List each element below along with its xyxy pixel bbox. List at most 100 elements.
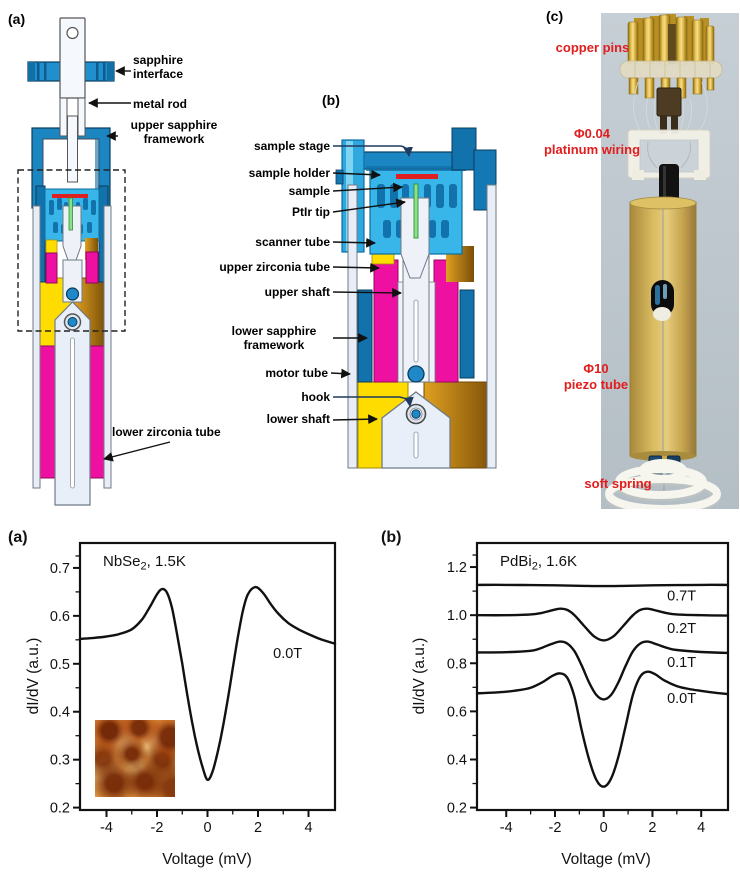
label-platinum-wiring: Φ0.04 platinum wiring — [538, 126, 646, 157]
panel-tag-a: (a) — [8, 11, 26, 27]
lower-shaft-shape — [54, 301, 91, 506]
ptir-tip-shape — [413, 183, 419, 239]
soft-spring-shape — [604, 459, 722, 509]
label-platinum-wiring-diameter: Φ0.04 — [574, 126, 610, 141]
label-metal-rod: metal rod — [133, 97, 188, 111]
label-lower-shaft: lower shaft — [266, 412, 330, 426]
series-curve-0.1T — [475, 640, 730, 701]
label-lower-zirconia-tube: lower zirconia tube — [112, 425, 221, 439]
series-curve-0.7T — [475, 583, 730, 588]
y-tick-label: 0.5 — [50, 657, 70, 673]
series-label-0.1T: 0.1T — [667, 655, 696, 671]
panel-tag-c: (c) — [546, 8, 564, 24]
label-ptir-tip: PtIr tip — [292, 205, 330, 219]
upper-hook-pin — [407, 365, 425, 383]
chart-panel-tag: (b) — [381, 529, 401, 546]
plot-frame — [475, 541, 730, 812]
label-motor-tube: motor tube — [265, 366, 328, 380]
x-axis-label: Voltage (mV) — [162, 851, 252, 868]
arrow-upper-zirconia-tube — [332, 262, 380, 273]
x-tick-label: 0 — [600, 820, 608, 836]
series-label-0.0T: 0.0T — [273, 646, 302, 662]
arrow-sample — [332, 182, 403, 193]
hook-pin — [65, 287, 80, 301]
motor-tube-walls — [32, 205, 112, 489]
arrow-upper-shaft — [332, 287, 402, 298]
label-piezo-diameter: Φ10 — [583, 361, 609, 376]
y-tick-label: 0.4 — [50, 705, 70, 721]
panel-tag-b: (b) — [322, 92, 340, 108]
chart-title: NbSe2, 1.5K — [103, 553, 186, 573]
diagram-b-crosssection — [335, 127, 497, 469]
zoom-region-dashed-box — [17, 169, 126, 332]
ptir-tip-small — [68, 197, 73, 231]
series-curve-0.0T — [475, 670, 730, 788]
chart-(a): (a) -4 -2 0 2 4 0.2 0.3 0.4 0.5 0.6 0.7 NbSe2, 1.5K V… — [8, 529, 337, 868]
x-tick-label: 2 — [254, 820, 262, 836]
series-label-0.2T: 0.2T — [667, 621, 696, 637]
rod-eye-hole — [66, 26, 79, 40]
y-tick-label: 0.6 — [50, 609, 70, 625]
arrow-lower-shaft — [332, 414, 378, 425]
label-sample-holder: sample holder — [248, 166, 330, 180]
y-tick-label: 0.2 — [50, 801, 70, 817]
lower-shaft-pentagon — [381, 391, 451, 469]
y-tick-label: 0.6 — [447, 704, 467, 720]
wiring-holder-block — [627, 129, 711, 180]
x-tick-label: -2 — [151, 820, 164, 836]
x-tick-label: -2 — [549, 820, 562, 836]
sample-stage-head — [369, 167, 463, 279]
chart-title: PdBi2, 1.6K — [500, 553, 577, 573]
x-tick-label: 4 — [304, 820, 312, 836]
arrow-lower-zirconia-tube — [103, 441, 171, 462]
connector-block — [656, 87, 682, 134]
chart-(b): (b) -4 -2 0 2 4 0.2 0.4 0.6 0.8 1.0 1.2 PdBi2, 1.6K V… — [381, 529, 730, 868]
diagram-a-crosssection — [17, 17, 126, 506]
copper-pins-shape — [627, 14, 715, 66]
x-tick-label: -4 — [500, 820, 513, 836]
pin-collar-ring — [619, 60, 723, 99]
y-axis-label: dI/dV (a.u.) — [411, 638, 428, 715]
y-tick-label: 0.8 — [447, 656, 467, 672]
y-tick-label: 1.0 — [447, 608, 467, 624]
arrow-scanner-tube — [332, 237, 376, 248]
sample-red-bar — [396, 174, 438, 179]
series-label-0.0T: 0.0T — [667, 691, 696, 707]
y-tick-label: 0.7 — [50, 561, 70, 577]
photo-c-probe — [601, 13, 739, 509]
label-hook: hook — [301, 390, 330, 404]
label-scanner-tube: scanner tube — [255, 235, 330, 249]
y-tick-label: 0.3 — [50, 753, 70, 769]
x-axis-label: Voltage (mV) — [561, 851, 651, 868]
label-sample: sample — [288, 184, 330, 198]
x-tick-label: 2 — [648, 820, 656, 836]
metal-rod-shape — [59, 17, 86, 183]
label-piezo-tube: Φ10 piezo tube — [556, 361, 636, 392]
arrow-ptir-tip — [332, 198, 406, 213]
label-piezo-text: piezo tube — [563, 376, 629, 392]
x-tick-label: 0 — [203, 820, 211, 836]
series-curve-0.2T — [475, 607, 730, 642]
y-tick-label: 1.2 — [447, 560, 467, 576]
arrow-sample-stage — [333, 145, 413, 157]
series-curve-0.0T — [78, 585, 337, 782]
y-axis-label: dI/dV (a.u.) — [25, 638, 42, 715]
stm-inset-image — [95, 720, 175, 797]
arrow-motor-tube — [330, 368, 351, 379]
label-lower-sapphire-framework: lower sapphire framework — [231, 324, 317, 353]
arrow-sample-holder — [332, 169, 381, 180]
upper-shaft-piece — [62, 259, 83, 303]
label-platinum-wiring-text: platinum wiring — [543, 141, 641, 157]
arrow-hook — [333, 396, 414, 407]
label-upper-shaft: upper shaft — [264, 285, 330, 299]
label-soft-spring: soft spring — [584, 476, 652, 491]
label-sapphire-interface: sapphire interface — [133, 53, 184, 82]
sample-holder-red-bar — [52, 194, 88, 198]
spectra-charts: (a) -4 -2 0 2 4 0.2 0.3 0.4 0.5 0.6 0.7 NbSe2, 1.5K V… — [8, 529, 730, 868]
label-sample-stage: sample stage — [253, 139, 330, 153]
label-copper-pins: copper pins — [555, 40, 630, 55]
label-upper-zirconia-tube: upper zirconia tube — [219, 260, 330, 274]
label-upper-sapphire-framework: upper sapphire framework — [130, 118, 218, 147]
x-tick-label: 4 — [697, 820, 705, 836]
